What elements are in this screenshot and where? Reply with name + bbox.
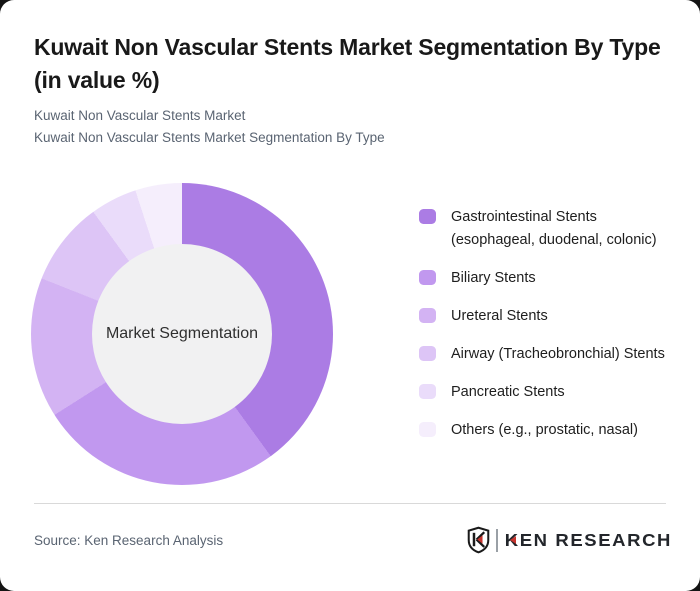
- legend-item-ureteral: Ureteral Stents: [419, 305, 681, 328]
- donut-center: Market Segmentation: [92, 244, 272, 424]
- footer-divider: [34, 503, 666, 504]
- legend-swatch: [419, 270, 436, 285]
- legend-label: Others (e.g., prostatic, nasal): [451, 422, 638, 438]
- legend-swatch: [419, 346, 436, 361]
- brand-wordmark: KEN RESEARCH: [504, 529, 672, 550]
- logo-divider: [495, 528, 498, 552]
- legend-label: Ureteral Stents: [451, 308, 548, 324]
- legend-item-others: Others (e.g., prostatic, nasal): [419, 419, 681, 442]
- shield-k-icon: [467, 526, 490, 554]
- legend-item-biliary: Biliary Stents: [419, 267, 681, 290]
- legend-swatch: [419, 384, 436, 399]
- legend-item-pancreatic: Pancreatic Stents: [419, 381, 681, 404]
- donut-chart: Market Segmentation: [31, 183, 333, 485]
- legend-label: Gastrointestinal Stents (esophageal, duo…: [451, 209, 657, 248]
- legend-label: Airway (Tracheobronchial) Stents: [451, 346, 665, 362]
- legend-item-airway: Airway (Tracheobronchial) Stents: [419, 343, 681, 366]
- page-title: Kuwait Non Vascular Stents Market Segmen…: [34, 34, 661, 93]
- legend-item-gastrointestinal: Gastrointestinal Stents (esophageal, duo…: [419, 206, 681, 252]
- chart-subtitle: Kuwait Non Vascular Stents Market Kuwait…: [34, 105, 385, 149]
- donut-center-label: Market Segmentation: [105, 325, 259, 342]
- legend-label: Biliary Stents: [451, 270, 536, 286]
- ken-research-logo: KEN RESEARCH: [467, 525, 672, 555]
- subtitle-line-2: Kuwait Non Vascular Stents Market Segmen…: [34, 130, 385, 145]
- legend-swatch: [419, 422, 436, 437]
- legend-swatch: [419, 209, 436, 224]
- legend-label: Pancreatic Stents: [451, 384, 565, 400]
- legend-swatch: [419, 308, 436, 323]
- subtitle-line-1: Kuwait Non Vascular Stents Market: [34, 108, 246, 123]
- source-note: Source: Ken Research Analysis: [34, 533, 224, 548]
- chart-legend: Gastrointestinal Stents (esophageal, duo…: [419, 206, 681, 457]
